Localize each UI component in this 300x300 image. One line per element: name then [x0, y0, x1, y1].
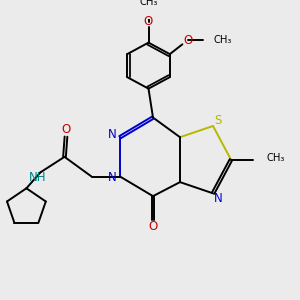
Text: CH₃: CH₃	[140, 0, 158, 7]
Text: CH₃: CH₃	[213, 34, 232, 44]
Text: N: N	[108, 128, 117, 141]
Text: S: S	[215, 114, 222, 128]
Text: N: N	[214, 192, 223, 205]
Text: O: O	[61, 123, 70, 136]
Text: O: O	[183, 34, 192, 46]
Text: NH: NH	[29, 171, 46, 184]
Text: CH₃: CH₃	[266, 153, 284, 163]
Text: O: O	[144, 15, 153, 28]
Text: O: O	[148, 220, 158, 233]
Text: N: N	[108, 171, 117, 184]
